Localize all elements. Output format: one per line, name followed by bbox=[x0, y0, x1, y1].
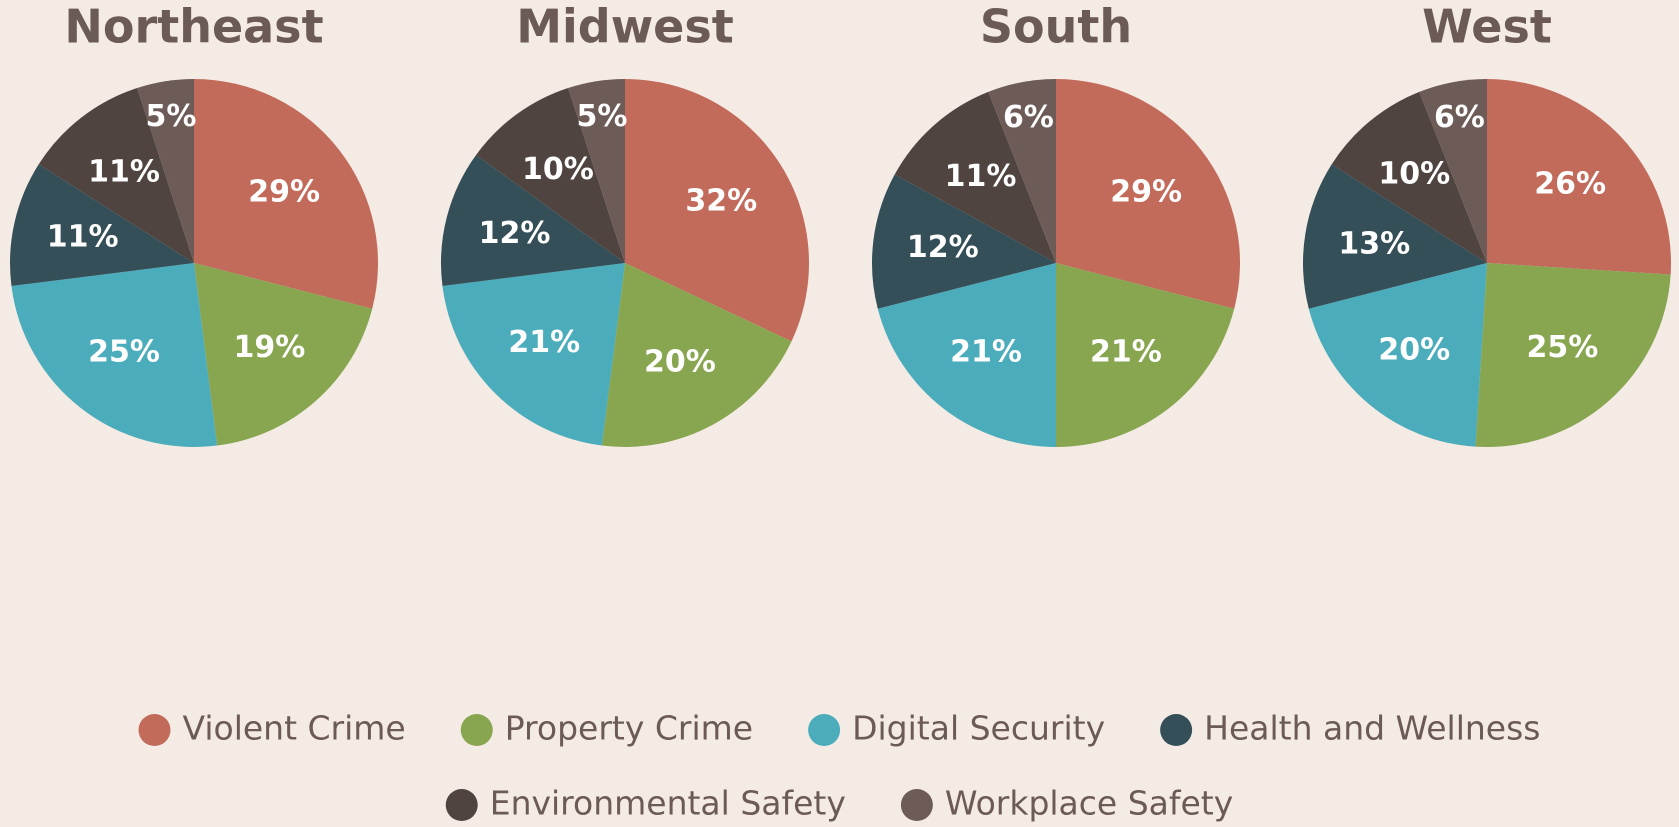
pie-slice bbox=[568, 79, 625, 263]
data-label: 19% bbox=[234, 330, 306, 365]
data-label: 29% bbox=[248, 175, 320, 210]
data-label: 20% bbox=[1378, 332, 1450, 367]
pie-slice bbox=[1308, 263, 1487, 447]
legend-marker bbox=[138, 714, 171, 746]
data-label: 10% bbox=[522, 152, 594, 187]
data-label: 11% bbox=[88, 154, 160, 189]
pie-slice bbox=[194, 263, 373, 446]
legend-label: Property Crime bbox=[505, 709, 753, 748]
pie-slice bbox=[441, 154, 625, 287]
legend-marker bbox=[808, 714, 841, 746]
data-label: 6% bbox=[1003, 100, 1054, 135]
legend-label: Violent Crime bbox=[182, 709, 405, 748]
pie-slice bbox=[442, 263, 625, 446]
data-label: 20% bbox=[644, 344, 716, 379]
pie-slice bbox=[625, 79, 809, 342]
pie-slice bbox=[1302, 164, 1487, 309]
pie-slice bbox=[601, 263, 792, 447]
data-label: 29% bbox=[1110, 175, 1182, 210]
pie-slice bbox=[1331, 91, 1487, 263]
data-label: 12% bbox=[907, 230, 979, 265]
data-label: 21% bbox=[950, 335, 1022, 370]
data-label: 6% bbox=[1434, 100, 1485, 135]
pie-slice bbox=[1487, 79, 1672, 275]
legend-marker bbox=[1160, 714, 1193, 746]
legend-label: Workplace Safety bbox=[945, 784, 1233, 823]
pie-slice bbox=[988, 79, 1056, 263]
legend-marker bbox=[460, 714, 493, 746]
chart-title: Midwest bbox=[516, 0, 734, 54]
data-label: 26% bbox=[1534, 166, 1606, 201]
data-label: 10% bbox=[1378, 157, 1450, 192]
data-label: 32% bbox=[685, 183, 757, 218]
pie-slice bbox=[1056, 79, 1241, 309]
data-label: 25% bbox=[88, 335, 160, 370]
data-label: 11% bbox=[47, 220, 119, 255]
legend-marker bbox=[445, 789, 478, 821]
data-label: 21% bbox=[1090, 335, 1162, 370]
pie-slice bbox=[9, 164, 194, 287]
pie-slice bbox=[476, 88, 625, 263]
legend-label: Digital Security bbox=[852, 709, 1105, 748]
pie-slice bbox=[137, 79, 194, 263]
chart-title: South bbox=[980, 0, 1132, 54]
data-label: 11% bbox=[945, 159, 1017, 194]
pie-slice bbox=[1056, 263, 1235, 448]
pie-slice bbox=[11, 263, 218, 447]
pie-slice bbox=[872, 174, 1056, 309]
legend-label: Environmental Safety bbox=[490, 784, 846, 823]
data-label: 25% bbox=[1527, 330, 1599, 365]
data-label: 5% bbox=[146, 99, 197, 134]
data-label: 5% bbox=[577, 99, 628, 134]
chart-title: Northeast bbox=[64, 0, 323, 54]
pie-slice bbox=[194, 79, 378, 309]
chart-title: West bbox=[1422, 0, 1552, 54]
pie-slice bbox=[894, 91, 1056, 263]
legend-label: Health and Wellness bbox=[1204, 709, 1540, 748]
pie-slice bbox=[1419, 79, 1487, 263]
data-label: 13% bbox=[1338, 227, 1410, 262]
data-label: 21% bbox=[508, 325, 580, 360]
pie-slice bbox=[877, 263, 1056, 447]
legend-marker bbox=[900, 789, 933, 821]
data-label: 12% bbox=[479, 216, 551, 251]
pie-slice bbox=[1475, 263, 1671, 448]
pie-slice bbox=[38, 88, 194, 263]
